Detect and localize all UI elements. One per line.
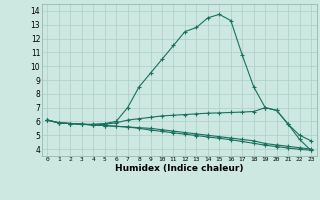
X-axis label: Humidex (Indice chaleur): Humidex (Indice chaleur) xyxy=(115,164,244,173)
